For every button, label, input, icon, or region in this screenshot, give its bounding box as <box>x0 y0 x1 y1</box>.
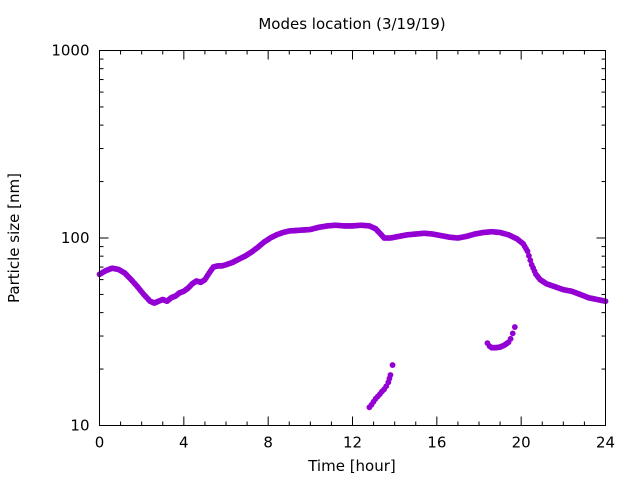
y-tick-label: 10 <box>70 417 89 435</box>
plot-frame <box>99 50 606 426</box>
x-tick-label: 0 <box>95 434 105 452</box>
x-tick-label: 4 <box>179 434 189 452</box>
chart-title: Modes location (3/19/19) <box>258 15 445 33</box>
data-point <box>511 324 518 330</box>
axis-ticks <box>99 50 606 426</box>
data-point <box>509 330 516 337</box>
data-point <box>387 372 394 378</box>
data-point <box>527 257 534 264</box>
data-point <box>524 248 531 255</box>
data-point <box>525 252 532 259</box>
x-tick-label: 12 <box>343 434 362 452</box>
data-point <box>507 335 514 342</box>
x-axis-label: Time [hour] <box>307 457 396 475</box>
x-tick-label: 24 <box>596 434 615 452</box>
x-tick-label: 16 <box>427 434 446 452</box>
x-tick-label: 8 <box>263 434 273 452</box>
y-tick-label: 100 <box>61 229 90 247</box>
data-point <box>389 362 396 368</box>
y-tick-labels: 10 100 1000 <box>51 42 89 435</box>
x-tick-label: 20 <box>512 434 531 452</box>
x-tick-labels: 0 4 8 12 16 20 24 <box>95 434 615 452</box>
data-points <box>96 222 609 411</box>
y-axis-label: Particle size [nm] <box>5 173 23 303</box>
y-tick-label: 1000 <box>51 42 89 60</box>
